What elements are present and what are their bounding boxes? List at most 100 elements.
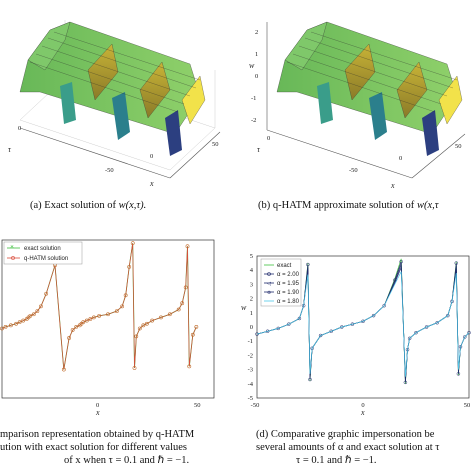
tick-x-neg50: -50 (105, 167, 114, 174)
point-alpha (382, 303, 386, 308)
surface-mesh (19, 21, 206, 156)
tick-x-50: 50 (455, 143, 462, 150)
caption-b: (b) q-HATM approximate solution of w(x,τ (258, 199, 438, 212)
point-qhatm (123, 293, 128, 298)
plot-d-frame (256, 255, 470, 399)
point-alpha (463, 335, 467, 339)
point-qhatm (180, 301, 185, 306)
caption-a: (a) Exact solution of w(x,τ). (30, 199, 146, 212)
tick-x-0: 0 (399, 155, 402, 162)
tick-w-2: 2 (255, 29, 258, 36)
point-qhatm (70, 328, 75, 332)
tick-y: 5 (250, 253, 253, 260)
ylabel: w (241, 303, 247, 312)
point-qhatm (120, 304, 125, 309)
tick-x-50: 50 (194, 402, 201, 409)
tick-x-0: 0 (96, 402, 99, 409)
tick-x-50: 50 (212, 141, 219, 148)
tick-tau-0: 0 (267, 135, 270, 142)
caption-c-line2: ution with exact solution for different … (0, 442, 188, 453)
point-qhatm (167, 312, 172, 317)
point-alpha (340, 325, 344, 329)
caption-a-text: (a) Exact solution of (30, 200, 119, 211)
point-qhatm (130, 241, 135, 246)
tick-tau-0: 0 (18, 125, 21, 132)
tick-w-neg1: -1 (251, 95, 256, 102)
axis-tau-label: τ (257, 145, 261, 154)
point-alpha (350, 322, 355, 326)
tick-y: 0 (250, 324, 253, 331)
point-alpha (306, 262, 310, 267)
tick-x-0: 0 (361, 402, 364, 409)
point-qhatm (44, 291, 49, 296)
caption-c-line3: of x when τ = 0.1 and ℏ = −1. (64, 455, 190, 466)
plot-d-legend: exact α = 2.00 ◁ α = 1.95 ⊕ α = 1.90 α =… (260, 258, 302, 307)
point-alpha (467, 330, 471, 335)
tick-w-1: 1 (255, 51, 258, 58)
point-qhatm (127, 264, 132, 269)
point-qhatm (150, 318, 155, 323)
point-alpha (297, 316, 302, 321)
point-alpha (424, 325, 429, 329)
point-alpha (414, 330, 418, 335)
plot-c-series (0, 241, 199, 372)
point-qhatm (61, 367, 66, 372)
axis-x-label: x (149, 179, 154, 188)
tick-x-50: 50 (464, 402, 471, 409)
point-alpha (446, 313, 450, 318)
point-alpha (318, 333, 323, 338)
point-qhatm (81, 320, 86, 325)
point-qhatm (38, 304, 43, 309)
tick-x-0: 0 (150, 153, 153, 160)
caption-d-line3: τ = 0.1 and ℏ = −1. (296, 455, 377, 466)
xlabel: x (95, 408, 100, 416)
point-qhatm (190, 332, 195, 337)
tick-y: 4 (250, 267, 254, 274)
tick-w-neg2: -2 (251, 117, 256, 124)
axis-w-label: w (249, 61, 255, 70)
point-qhatm (144, 321, 149, 326)
point-qhatm (114, 309, 119, 314)
point-qhatm (31, 312, 36, 317)
surface-axes (19, 127, 221, 179)
point-qhatm (14, 321, 19, 326)
series-line-4 (256, 271, 470, 377)
axis-x-label: x (390, 181, 395, 190)
point-alpha (399, 259, 403, 264)
point-qhatm (8, 323, 13, 328)
svg-text:*: * (11, 245, 14, 252)
legend-alpha-190: α = 1.90 (277, 290, 300, 296)
point-qhatm (134, 334, 139, 339)
point-alpha (265, 329, 270, 334)
tick-y: -1 (248, 338, 253, 345)
legend-exact: exact solution (24, 246, 61, 252)
comparison-plot-c: * exact solution q-HATM solution 0 50 x (0, 239, 215, 416)
tick-x-neg50: -50 (349, 167, 358, 174)
caption-c-line1: mparison representation obtained by q-HA… (0, 429, 195, 440)
point-qhatm (91, 315, 96, 320)
svg-text:◁: ◁ (267, 281, 271, 287)
point-qhatm (141, 323, 146, 328)
point-alpha (276, 326, 280, 331)
point-qhatm (88, 317, 93, 321)
point-qhatm (74, 325, 79, 329)
plot-d-series (255, 258, 471, 385)
point-alpha (454, 261, 459, 265)
surface-axes (266, 129, 466, 179)
point-qhatm (183, 285, 188, 290)
tick-y: -2 (248, 352, 253, 359)
plot-d-yticks: 5 4 3 2 1 0 -1 -2 -3 -4 -5 (248, 253, 254, 402)
point-qhatm (84, 318, 89, 323)
tick-w-0: 0 (255, 73, 258, 80)
svg-text:⊕: ⊕ (267, 290, 271, 296)
point-qhatm (137, 326, 142, 331)
tick-y: -4 (248, 381, 254, 388)
point-qhatm (21, 318, 26, 323)
surface-mesh (276, 21, 463, 156)
series-line-1 (1, 243, 197, 370)
surface-plot-qhatm: 2 1 0 -1 -2 w τ x 0 -50 0 50 (249, 21, 466, 190)
plot-c-legend: * exact solution q-HATM solution (3, 241, 83, 265)
legend-exact: exact (277, 263, 292, 269)
tick-x-neg50: -50 (251, 402, 260, 409)
point-alpha (361, 319, 365, 324)
